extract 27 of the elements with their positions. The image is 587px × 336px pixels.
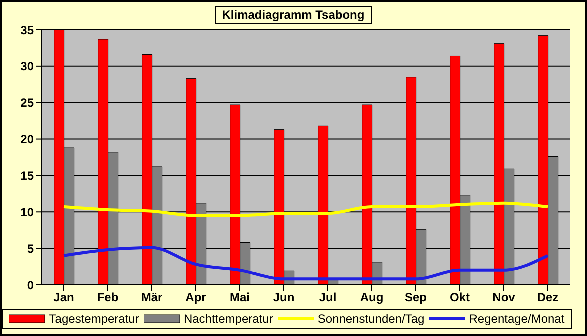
legend-label: Sonnenstunden/Tag (316, 312, 425, 326)
x-tick-label: Jun (273, 290, 295, 305)
x-tick-label: Mär (141, 290, 163, 305)
x-tick-label: Feb (97, 290, 119, 305)
x-tick-label: Okt (450, 290, 470, 305)
x-tick-label: Jan (54, 290, 74, 305)
y-tick-label: 15 (20, 168, 34, 183)
line-series (62, 246, 550, 281)
y-tick-label: 30 (20, 60, 34, 74)
y-tick-label: 5 (27, 242, 34, 256)
x-tick-label: Aug (360, 290, 384, 305)
x-tick-label: Sep (404, 290, 428, 305)
y-tick-label: 10 (20, 205, 34, 220)
legend-label: Regentage/Monat (468, 312, 565, 326)
x-tick-label: Apr (186, 290, 207, 305)
y-tick-label: 35 (20, 23, 34, 38)
y-tick-label: 25 (20, 96, 34, 110)
y-tick-label: 0 (27, 278, 34, 292)
y-tick-label: 20 (20, 132, 34, 147)
legend-label: Tagestemperatur (48, 312, 140, 326)
x-tick-label: Mai (230, 290, 250, 305)
x-tick-label: Nov (492, 290, 516, 305)
x-tick-label: Jul (319, 290, 337, 305)
x-tick-label: Dez (537, 290, 559, 305)
legend-label: Nachttemperatur (182, 312, 274, 326)
line-series (62, 202, 550, 218)
chart-title: Klimadiagramm Tsabong (215, 6, 372, 24)
